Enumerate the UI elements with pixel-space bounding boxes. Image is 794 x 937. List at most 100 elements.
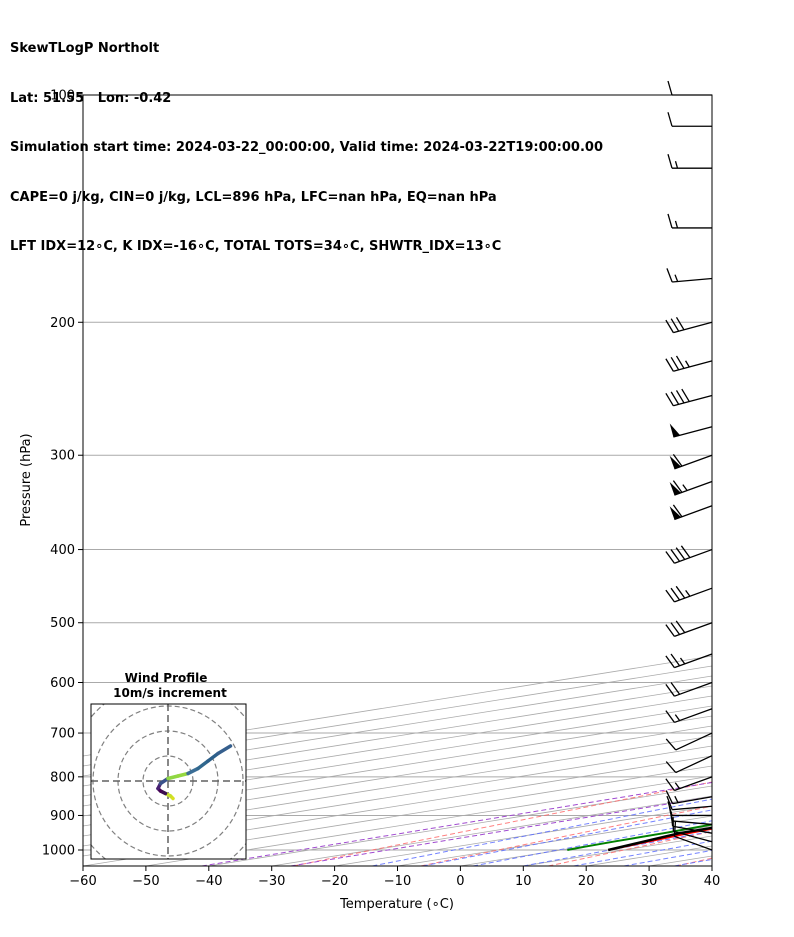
wind-barb-staff [673,426,713,438]
dry-adiabat-line [420,805,712,866]
wind-barb-full [665,790,674,804]
x-tick-label: 20 [578,874,595,889]
hodograph-subtitle: 10m/s increment [113,686,227,700]
y-tick-label: 100 [50,89,75,104]
wind-barb-full [675,547,686,560]
wind-barb [665,732,713,751]
wind-barb-half [685,589,691,597]
dewpoint-line [567,823,712,851]
wind-barb-full [667,80,673,96]
wind-barb [666,268,713,283]
isotherm-line [334,805,712,866]
wind-barbs [665,80,713,851]
x-axis-label: Temperature (∘C) [339,897,454,912]
y-tick-label: 900 [50,809,75,824]
wind-barb-staff [672,796,713,805]
wind-barb-full [667,112,673,127]
wind-barb-full [665,761,677,774]
wind-barb [665,790,713,805]
wind-barb-full [675,316,685,331]
x-tick-label: −30 [258,874,285,889]
wind-barb-staff [675,755,713,774]
wind-barb-staff [674,835,713,851]
wind-barb-full [670,587,681,601]
x-tick-label: −60 [69,874,96,889]
simulation-times: Simulation start time: 2024-03-22_00:00:… [10,140,603,155]
parcel-line [607,826,712,852]
wind-barb-pennant [669,481,681,496]
temperature-line [607,827,712,851]
moist-adiabat-line [523,830,712,866]
isotherm-line [83,695,712,797]
y-tick-label: 300 [50,449,75,464]
wind-barb-half [674,274,679,282]
wind-barb-full [672,454,683,467]
moist-adiabat-line [422,809,712,866]
wind-barb-full [665,655,675,669]
station-location: Lat: 51.55 Lon: -0.42 [10,90,172,106]
wind-barb-full [675,620,686,634]
wind-barb-full [670,549,681,562]
moist-adiabat-line [623,849,712,866]
wind-barb-full [667,213,673,229]
wind-barb-staff [674,505,713,521]
x-tick-label: −10 [384,874,411,889]
wind-barb-full [675,585,686,599]
wind-barb [665,545,713,564]
wind-barb [669,504,713,521]
isotherm-line [83,715,712,817]
isotherm-line [460,825,712,866]
wind-barb-staff [674,653,713,669]
y-tick-label: 400 [50,543,75,558]
wind-barb [667,80,712,96]
hodograph-title: Wind Profile [125,671,208,685]
wind-barb-half [674,220,679,229]
wind-barb-full [681,388,690,402]
wind-barb-full [665,392,674,407]
moist-adiabat-line [472,820,712,866]
moist-adiabat-line [725,95,794,866]
mixing-ratio-line [290,796,712,866]
wind-barb-full [667,801,673,816]
hodograph-trace [206,751,220,763]
wind-barb-staff [673,394,713,407]
profile-lines [567,823,712,852]
wind-barb-full [665,710,675,723]
cin-shading [608,827,712,850]
wind-barb-staff [673,321,713,334]
x-tick-label: −20 [321,874,348,889]
hodograph-inset: Wind Profile 10m/s increment [90,671,247,860]
y-axis-ticks: 1000 900 800 700 600 500 400 300 200 100 [42,89,83,859]
wind-barb-pennant [669,455,681,469]
wind-barb-staff [672,825,713,834]
wind-barb [666,795,713,811]
x-tick-label: −50 [132,874,159,889]
wind-barb [669,454,713,470]
wind-barb-full [665,684,675,697]
wind-barb [665,708,713,724]
wind-barb-full [670,653,681,667]
y-axis-label: Pressure (hPa) [19,433,34,526]
wind-barb-half [674,782,681,790]
wind-barb [669,423,713,438]
wind-barb-full [665,551,675,564]
isotherm-line [83,675,712,777]
isotherm-line [83,685,712,787]
x-tick-label: −40 [195,874,222,889]
wind-barb-full [672,480,683,493]
wind-barb-half [674,795,679,803]
wind-barb [667,112,712,127]
y-tick-label: 1000 [42,844,75,859]
wind-barb-full [670,682,681,695]
isotherm-line [523,835,712,866]
hodograph-trace [186,766,200,776]
wind-barb-full [675,390,685,404]
wind-barb [665,585,713,603]
x-tick-label: 30 [641,874,658,889]
y-tick-label: 700 [50,727,75,742]
dry-adiabat-line [675,857,712,866]
moist-adiabat-line [674,858,712,866]
dry-adiabat-line [548,830,712,866]
y-tick-label: 200 [50,316,75,331]
wind-barb-half [682,484,688,491]
